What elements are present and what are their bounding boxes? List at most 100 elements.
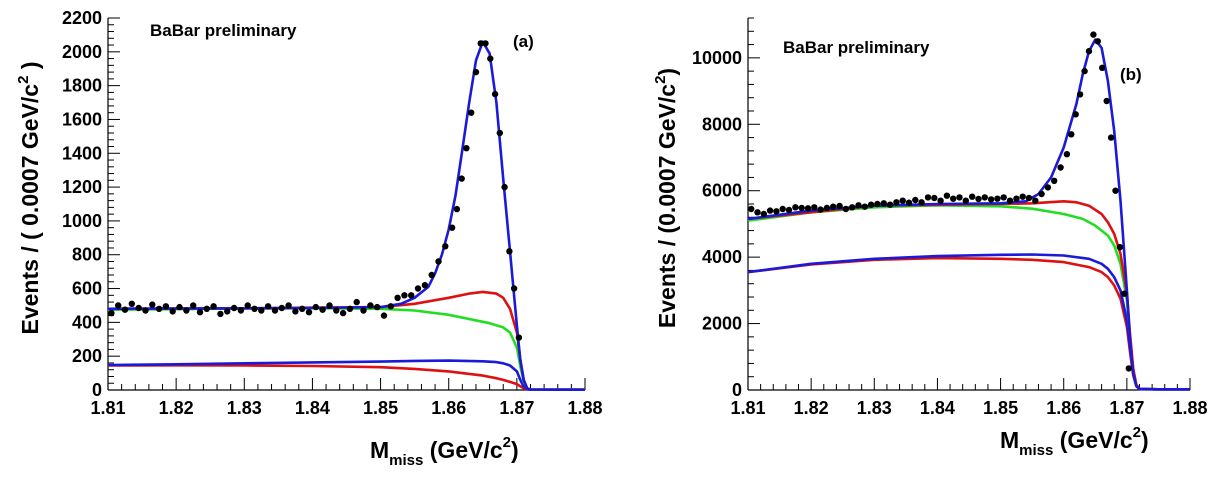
data-point [496,129,503,137]
y-axis-label: Events / (0.0007 GeV/c2) [652,68,680,328]
data-point [1125,365,1133,372]
y-tick-label: 2000 [702,314,742,334]
data-point [394,294,401,301]
data-point [360,307,367,314]
data-point [1044,184,1052,191]
y-tick-label: 2000 [62,42,102,62]
data-point [135,304,142,312]
data-point [1072,111,1079,118]
data-point [1085,48,1093,55]
x-tick-label: 1.84 [920,398,955,418]
data-point [224,308,231,315]
data-point [244,302,251,309]
data-point [203,305,210,312]
y-tick-label: 8000 [702,114,742,134]
data-point [448,224,456,231]
data-point [428,271,435,279]
y-tick-label: 1600 [62,109,102,129]
data-point [115,302,122,309]
y-axis-label: Events / ( 0.0007 GeV/c2 ) [15,62,43,335]
data-point [128,300,135,307]
data-point [1013,195,1020,202]
data-point [319,306,326,313]
data-point [487,55,494,62]
y-tick-label: 1800 [62,76,102,96]
y-tick-label: 4000 [702,247,742,267]
data-point [312,303,319,311]
annotation-text: BaBar preliminary [150,21,297,40]
data-point [353,298,360,306]
y-tick-label: 1000 [62,211,102,231]
data-point [842,205,850,213]
panel-label: (a) [513,32,534,51]
data-point [121,306,129,313]
x-axis-label: Mmiss (GeV/c2) [1000,424,1149,459]
data-point [258,307,265,314]
data-point [251,305,258,312]
data-point [333,307,340,314]
data-point [962,197,969,204]
data-point [491,90,499,98]
data-point [773,208,780,215]
data-point [408,292,415,299]
data-point [861,203,868,210]
y-tick-label: 0 [92,380,102,400]
curve-blue-lower [107,359,585,391]
data-point [1006,197,1014,204]
data-point [931,194,938,202]
data-point [1032,197,1039,204]
x-tick-label: 1.88 [567,398,602,418]
data-point [1090,31,1097,38]
data-point [804,205,812,212]
panel-b: 1.81 1.82 1.83 1.84 1.85 1.86 1.87 1.88 0 2000 400… [652,17,1208,459]
x-tick-label: 1.83 [857,398,892,418]
x-tick-label: 1.88 [1172,398,1207,418]
data-point [401,292,408,299]
data-point [237,307,245,314]
data-point [893,199,900,206]
data-point [1019,193,1026,200]
y-tick-label: 0 [732,380,742,400]
data-point [785,206,793,214]
x-tick-label: 1.85 [983,398,1018,418]
y-tick-label: 6000 [702,181,742,201]
x-tick-label: 1.87 [499,398,534,418]
annotation-text: BaBar preliminary [783,38,930,57]
data-point [176,303,183,311]
data-point [210,303,217,310]
y-tick-label: 1200 [62,177,102,197]
data-point [305,309,313,316]
data-point [924,194,932,201]
data-point [1099,64,1106,72]
data-point [987,196,995,203]
data-point [956,194,963,201]
data-point [326,302,333,309]
data-point [766,207,774,214]
data-point [849,204,856,211]
data-point [183,307,190,314]
data-point [285,302,292,309]
data-point [230,304,238,312]
data-point [162,303,170,310]
data-point [1068,131,1075,138]
x-tick-label: 1.82 [159,398,194,418]
data-point [1107,134,1115,141]
data-point [472,68,480,76]
x-tick-label: 1.84 [295,398,330,418]
data-point [501,183,508,191]
data-point [975,195,982,203]
data-point [874,200,881,208]
data-point [823,204,831,212]
data-point [387,303,394,310]
data-point [414,285,422,292]
data-point [855,202,862,209]
data-point [1076,91,1084,98]
data-point [754,209,761,216]
data-point [149,301,156,308]
panel-label: (b) [1120,65,1142,84]
panel-a: 1.81 1.82 1.83 1.84 1.85 1.86 1.87 1.88 0 200 400 6… [15,8,603,469]
data-point [453,205,461,213]
data-point [299,305,306,312]
data-point [1116,244,1124,251]
data-point [142,307,149,314]
